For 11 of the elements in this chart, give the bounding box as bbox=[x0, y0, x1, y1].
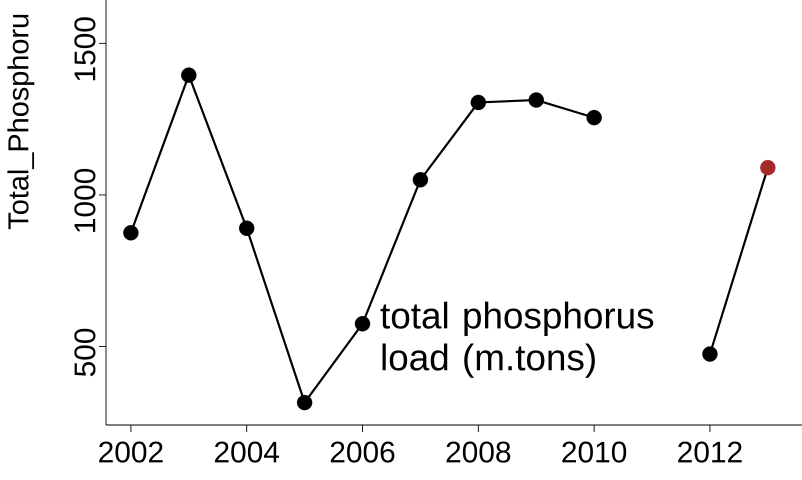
y-tick-label: 500 bbox=[74, 328, 96, 376]
y-tick-label: 1500 bbox=[74, 17, 96, 80]
y-tick-label: 1000 bbox=[74, 168, 96, 232]
x-tick-label: 2008 bbox=[446, 442, 510, 463]
x-tick-label: 2004 bbox=[214, 442, 280, 463]
x-tick-label: 2012 bbox=[678, 442, 742, 463]
x-tick-label: 2010 bbox=[562, 442, 626, 463]
y-axis-title: Total_Phosphoru bbox=[7, 14, 34, 230]
annotation: total phosphorus load (m.tons) bbox=[380, 302, 654, 378]
x-tick-label: 2006 bbox=[330, 442, 394, 463]
x-tick-label: 2002 bbox=[99, 442, 163, 463]
